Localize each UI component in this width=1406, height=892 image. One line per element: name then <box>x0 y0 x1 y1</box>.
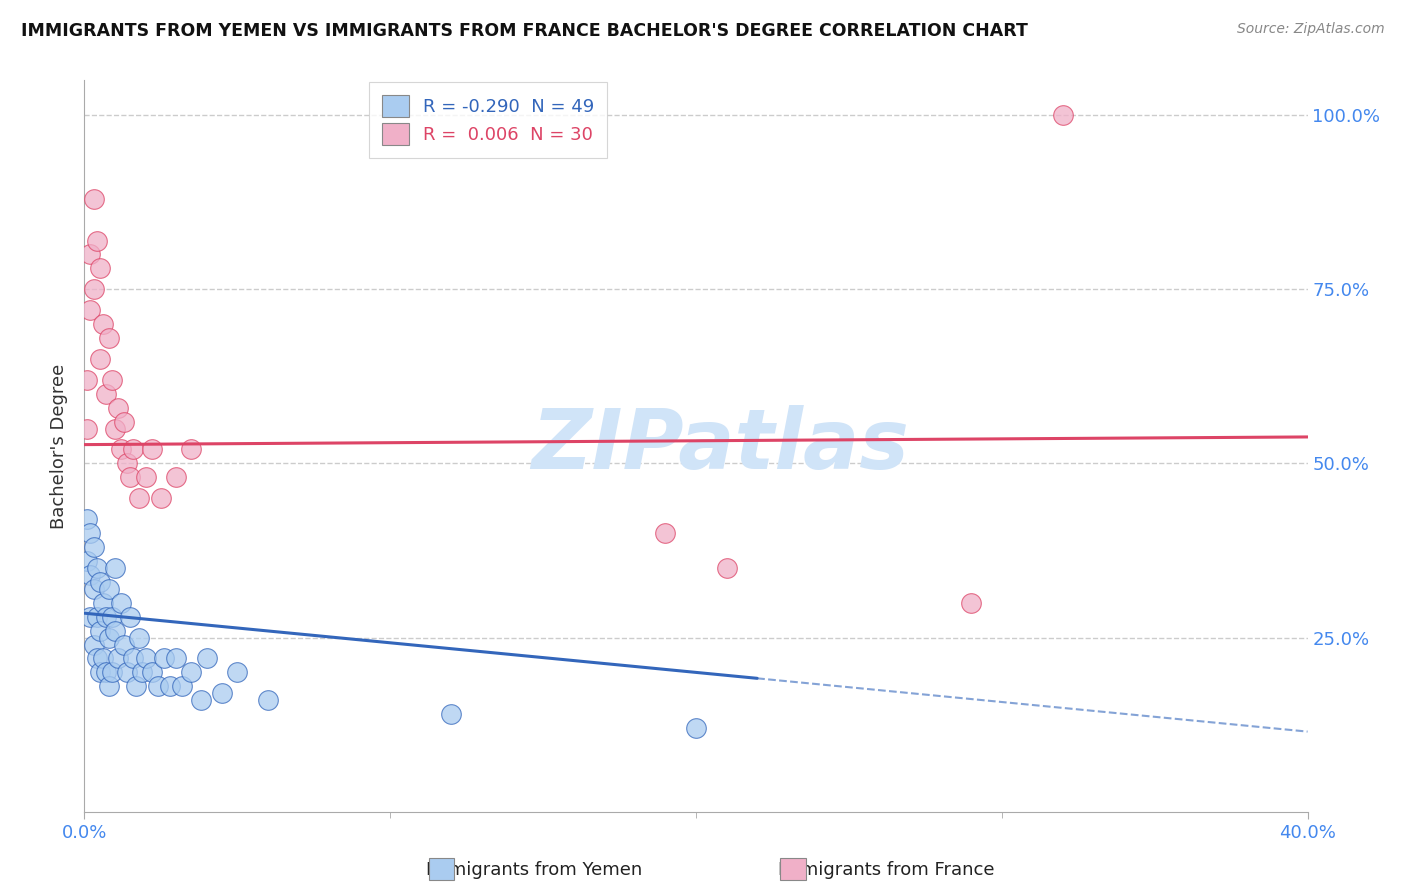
Point <box>115 457 138 471</box>
Point <box>107 401 129 415</box>
Point <box>89 261 111 276</box>
Point <box>83 582 105 596</box>
Point <box>101 665 124 680</box>
Point <box>83 192 105 206</box>
Point <box>79 303 101 318</box>
Point <box>107 651 129 665</box>
Point <box>149 491 172 506</box>
Point <box>195 651 218 665</box>
Point <box>79 247 101 261</box>
Point <box>76 512 98 526</box>
Point <box>960 596 983 610</box>
Point <box>654 526 676 541</box>
Point <box>91 596 114 610</box>
Point <box>86 234 108 248</box>
Text: IMMIGRANTS FROM YEMEN VS IMMIGRANTS FROM FRANCE BACHELOR'S DEGREE CORRELATION CH: IMMIGRANTS FROM YEMEN VS IMMIGRANTS FROM… <box>21 22 1028 40</box>
Point <box>83 638 105 652</box>
Point <box>180 665 202 680</box>
Point <box>120 470 142 484</box>
Point <box>128 491 150 506</box>
Point <box>83 282 105 296</box>
Point <box>153 651 176 665</box>
Point <box>112 415 135 429</box>
Point <box>135 470 157 484</box>
Point <box>89 665 111 680</box>
Point <box>76 554 98 568</box>
Point <box>86 561 108 575</box>
Point <box>685 721 707 735</box>
Point <box>86 651 108 665</box>
Point <box>716 561 738 575</box>
Legend: R = -0.290  N = 49, R =  0.006  N = 30: R = -0.290 N = 49, R = 0.006 N = 30 <box>368 82 607 158</box>
Point <box>159 679 181 693</box>
Text: Immigrants from Yemen: Immigrants from Yemen <box>426 861 643 879</box>
Point <box>89 624 111 638</box>
Point <box>141 665 163 680</box>
Point <box>122 442 145 457</box>
Point <box>89 351 111 366</box>
Point <box>91 317 114 331</box>
Point <box>97 679 120 693</box>
Point <box>190 693 212 707</box>
Point <box>79 567 101 582</box>
Point <box>89 574 111 589</box>
Point <box>180 442 202 457</box>
Point <box>76 421 98 435</box>
Point <box>101 373 124 387</box>
Point <box>257 693 280 707</box>
Point <box>128 631 150 645</box>
Point <box>97 631 120 645</box>
Point <box>79 609 101 624</box>
Point <box>110 442 132 457</box>
Text: Source: ZipAtlas.com: Source: ZipAtlas.com <box>1237 22 1385 37</box>
Point <box>91 651 114 665</box>
Point <box>211 686 233 700</box>
Point <box>172 679 194 693</box>
Text: Immigrants from France: Immigrants from France <box>778 861 994 879</box>
Point <box>104 624 127 638</box>
Point <box>115 665 138 680</box>
Text: ZIPatlas: ZIPatlas <box>531 406 910 486</box>
Point <box>135 651 157 665</box>
Point <box>110 596 132 610</box>
Point <box>94 609 117 624</box>
Point <box>94 665 117 680</box>
Point <box>97 331 120 345</box>
Point <box>76 373 98 387</box>
Point <box>83 540 105 554</box>
Point <box>226 665 249 680</box>
Point <box>122 651 145 665</box>
Y-axis label: Bachelor's Degree: Bachelor's Degree <box>49 363 67 529</box>
Point <box>125 679 148 693</box>
Point <box>165 651 187 665</box>
Point <box>79 526 101 541</box>
Point <box>104 421 127 435</box>
Point <box>97 582 120 596</box>
Point <box>101 609 124 624</box>
Point <box>94 386 117 401</box>
Point <box>141 442 163 457</box>
Point <box>131 665 153 680</box>
Point <box>112 638 135 652</box>
Point <box>1052 108 1074 122</box>
Point <box>146 679 169 693</box>
Point <box>86 609 108 624</box>
Point <box>120 609 142 624</box>
Point <box>440 707 463 722</box>
Point <box>165 470 187 484</box>
Point <box>104 561 127 575</box>
